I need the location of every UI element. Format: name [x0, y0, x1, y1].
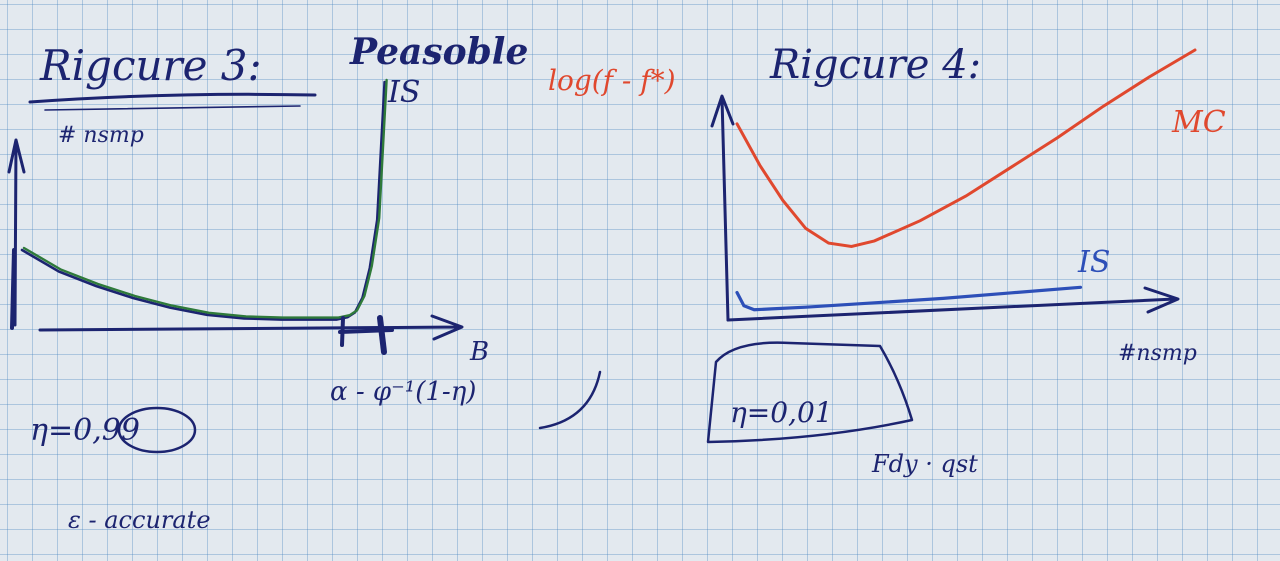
epsilon-note: ε - accurate	[68, 506, 211, 534]
right-y-axis	[710, 94, 735, 322]
eta-box	[706, 341, 914, 444]
formula-paren	[538, 370, 602, 430]
left-curve-label: IS	[387, 75, 420, 110]
right-y-axis-label: log(f - f*)	[548, 64, 676, 97]
left-x-axis	[38, 314, 464, 341]
is-curve	[735, 285, 1083, 312]
left-subtitle: Peasoble	[349, 31, 528, 73]
left-y-axis	[7, 138, 26, 327]
title-underline	[28, 92, 317, 104]
right-x-axis	[726, 286, 1180, 322]
left-y-axis-label: # nsmp	[58, 123, 144, 148]
left-x-axis-label: B	[469, 337, 489, 367]
left-is-curve-navy	[20, 80, 386, 321]
left-x-formula: α - φ⁻¹(1-η)	[330, 377, 476, 407]
eta-value-circle	[117, 406, 197, 454]
title-underline-2	[44, 105, 301, 111]
mc-label: MC	[1171, 105, 1226, 140]
right-title: Rigcure 4:	[769, 42, 981, 88]
left-eta-value: η=0,99	[30, 413, 140, 448]
left-is-curve-green	[22, 78, 388, 319]
left-title: Rigcure 3:	[39, 41, 262, 90]
left-y-axis-tick-mark	[10, 248, 16, 330]
right-eta-value: η=0,01	[730, 396, 833, 429]
is-label: IS	[1077, 245, 1110, 280]
right-x-axis-label: #nsmp	[1118, 341, 1197, 366]
mc-curve	[735, 48, 1197, 249]
foot-note: Fdy · qst	[871, 450, 978, 478]
threshold-marker	[377, 315, 387, 355]
